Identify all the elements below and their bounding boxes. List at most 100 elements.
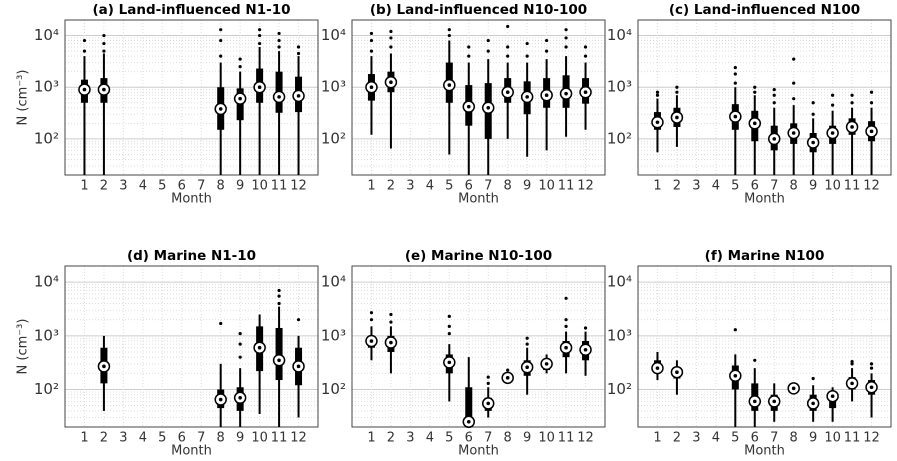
outlier bbox=[389, 29, 393, 34]
median-dot bbox=[257, 345, 262, 350]
median-dot bbox=[830, 394, 835, 398]
median-dot bbox=[655, 120, 660, 125]
outlier bbox=[506, 45, 510, 49]
outlier bbox=[753, 90, 757, 94]
x-tick-label: 3 bbox=[119, 179, 127, 194]
x-tick-label: 11 bbox=[844, 179, 861, 194]
median-dot bbox=[102, 364, 106, 369]
outlier bbox=[831, 93, 835, 97]
plot-frame bbox=[637, 19, 892, 176]
x-axis-label: Month bbox=[458, 192, 499, 207]
x-axis-label: Month bbox=[744, 444, 785, 459]
x-tick-label: 5 bbox=[731, 431, 739, 446]
outlier bbox=[564, 324, 568, 328]
median-dot bbox=[486, 401, 491, 406]
outlier bbox=[369, 318, 374, 322]
panel-title: (b) Land-influenced N10-100 bbox=[370, 2, 587, 18]
panel-title: (d) Marine N1-10 bbox=[127, 248, 256, 264]
outlier bbox=[772, 87, 776, 92]
outlier bbox=[506, 368, 510, 372]
outlier bbox=[850, 101, 854, 105]
median-dot bbox=[733, 114, 738, 119]
x-tick-label: 7 bbox=[770, 431, 778, 446]
outlier bbox=[564, 318, 568, 322]
x-tick-label: 1 bbox=[653, 179, 661, 194]
x-tick-label: 10 bbox=[251, 431, 268, 446]
outlier bbox=[486, 375, 490, 379]
x-tick-label: 10 bbox=[538, 431, 555, 446]
outlier bbox=[277, 38, 281, 43]
outlier bbox=[811, 101, 815, 105]
median-dot bbox=[486, 105, 491, 110]
outlier bbox=[102, 49, 106, 53]
outlier bbox=[467, 45, 471, 49]
outlier bbox=[296, 51, 301, 56]
x-tick-label: 11 bbox=[558, 179, 575, 194]
outlier bbox=[869, 366, 874, 370]
plot-frame bbox=[351, 19, 606, 176]
outlier bbox=[564, 45, 568, 49]
outlier bbox=[753, 358, 757, 362]
panel-title: (e) Marine N10-100 bbox=[405, 248, 552, 264]
outlier bbox=[564, 36, 568, 40]
y-tick-label: 10⁴ bbox=[607, 26, 632, 44]
x-tick-label: 2 bbox=[673, 179, 681, 194]
outlier bbox=[447, 33, 451, 38]
x-tick-label: 9 bbox=[809, 179, 817, 194]
median-dot bbox=[257, 85, 262, 90]
outlier bbox=[506, 54, 510, 58]
outlier bbox=[811, 376, 815, 381]
median-dot bbox=[82, 87, 87, 92]
x-tick-label: 1 bbox=[80, 179, 88, 194]
x-tick-label: 4 bbox=[139, 431, 147, 446]
outlier bbox=[486, 38, 490, 43]
x-tick-label: 4 bbox=[426, 179, 434, 194]
x-tick-label: 4 bbox=[712, 431, 720, 446]
x-tick-label: 7 bbox=[197, 431, 205, 446]
x-tick-label: 12 bbox=[577, 179, 594, 194]
outlier bbox=[447, 332, 451, 336]
x-axis-label: Month bbox=[458, 444, 499, 459]
outlier bbox=[655, 93, 660, 97]
outlier bbox=[447, 324, 451, 328]
x-tick-label: 5 bbox=[158, 431, 166, 446]
outlier bbox=[486, 49, 490, 53]
median-dot bbox=[675, 370, 679, 374]
x-tick-label: 4 bbox=[426, 431, 434, 446]
x-axis-label: Month bbox=[744, 192, 785, 207]
x-axis-label: Month bbox=[171, 192, 212, 207]
x-tick-label: 12 bbox=[577, 431, 594, 446]
outlier bbox=[869, 90, 874, 94]
x-tick-label: 4 bbox=[139, 179, 147, 194]
median-dot bbox=[505, 90, 510, 95]
x-tick-label: 5 bbox=[445, 431, 453, 446]
outlier bbox=[811, 112, 815, 116]
median-dot bbox=[733, 373, 738, 378]
median-dot bbox=[277, 358, 281, 363]
median-dot bbox=[218, 107, 223, 111]
x-tick-label: 6 bbox=[178, 179, 186, 194]
y-tick-label: 10³ bbox=[607, 326, 632, 344]
median-dot bbox=[811, 140, 815, 145]
x-tick-label: 8 bbox=[217, 179, 225, 194]
x-tick-label: 2 bbox=[673, 431, 681, 446]
outlier bbox=[219, 321, 223, 326]
median-dot bbox=[389, 340, 393, 345]
median-dot bbox=[830, 131, 835, 135]
x-tick-label: 7 bbox=[484, 179, 492, 194]
x-tick-label: 11 bbox=[271, 179, 288, 194]
y-tick-label: 10³ bbox=[34, 326, 59, 344]
x-tick-label: 6 bbox=[465, 431, 473, 446]
x-tick-label: 10 bbox=[824, 431, 841, 446]
x-tick-label: 10 bbox=[538, 179, 555, 194]
outlier bbox=[219, 28, 223, 32]
y-tick-label: 10³ bbox=[321, 326, 346, 344]
panel-title: (c) Land-influenced N100 bbox=[669, 2, 860, 18]
outlier bbox=[850, 362, 854, 366]
outlier bbox=[486, 381, 490, 385]
y-tick-label: 10³ bbox=[607, 78, 632, 96]
x-tick-label: 3 bbox=[406, 431, 414, 446]
